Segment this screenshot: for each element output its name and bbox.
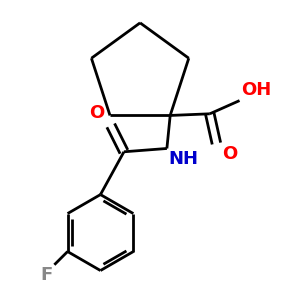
- Text: O: O: [89, 104, 104, 122]
- Text: F: F: [40, 266, 53, 284]
- Text: OH: OH: [241, 81, 272, 99]
- Text: O: O: [222, 145, 238, 163]
- Text: NH: NH: [169, 150, 199, 168]
